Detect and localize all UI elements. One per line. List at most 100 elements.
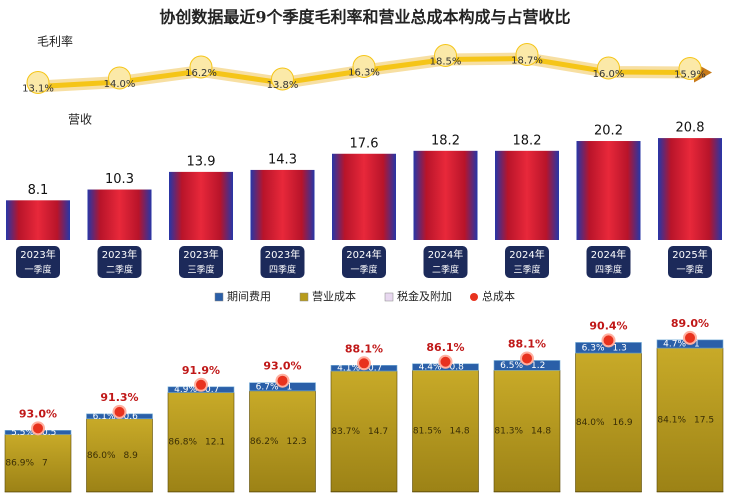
cost-value: 14.8 bbox=[450, 426, 470, 436]
cost-ratio: 5.5% bbox=[11, 428, 34, 438]
category-quarter: 四季度 bbox=[595, 264, 622, 276]
category-quarter: 二季度 bbox=[106, 264, 133, 276]
total-cost-marker bbox=[520, 351, 534, 366]
legend-label: 总成本 bbox=[482, 289, 515, 303]
cost-value: 0.6 bbox=[124, 412, 139, 422]
revenue-bar bbox=[250, 169, 315, 240]
margin-point bbox=[434, 44, 457, 67]
chart-title: 协创数据最近9个季度毛利率和营业总成本构成与占营收比 bbox=[159, 8, 570, 27]
cost-value: 7 bbox=[42, 459, 48, 469]
category-year: 2025年 bbox=[672, 248, 707, 261]
category-year: 2023年 bbox=[265, 248, 300, 261]
cost-value: 0.5 bbox=[42, 428, 56, 438]
revenue-value: 18.2 bbox=[431, 133, 460, 148]
total-cost-label: 86.1% bbox=[426, 341, 464, 354]
revenue-value: 13.9 bbox=[187, 154, 216, 169]
revenue-bar bbox=[576, 141, 641, 240]
cost-value: 1 bbox=[694, 339, 700, 349]
margin-label: 毛利率 bbox=[37, 34, 73, 49]
margin-label: 18.5% bbox=[430, 57, 462, 68]
total-cost-marker bbox=[683, 330, 697, 345]
revenue-value: 20.8 bbox=[676, 121, 705, 136]
cost-value: 1 bbox=[287, 382, 293, 392]
category-bg bbox=[668, 246, 712, 278]
category-bg bbox=[179, 246, 223, 278]
cost-ratio: 6.1% bbox=[93, 412, 116, 422]
total-cost-label: 89.0% bbox=[671, 317, 709, 330]
category-year: 2023年 bbox=[102, 248, 137, 261]
cost-value: 0.7 bbox=[368, 364, 382, 374]
revenue-bar bbox=[495, 150, 559, 240]
cost-ratio: 4.9% bbox=[174, 385, 197, 395]
category-bg bbox=[586, 246, 631, 278]
cost-segment bbox=[412, 370, 479, 492]
total-cost-marker bbox=[31, 421, 45, 436]
margin-point bbox=[26, 71, 50, 94]
category-quarter: 四季度 bbox=[269, 264, 296, 276]
category-bg bbox=[16, 246, 60, 278]
margin-label: 16.2% bbox=[185, 68, 217, 79]
total-cost-marker bbox=[357, 356, 371, 371]
cost-value: 0.7 bbox=[205, 385, 219, 395]
margin-label: 15.9% bbox=[674, 70, 706, 81]
cost-value: 1.3 bbox=[613, 343, 627, 353]
cost-value: 17.5 bbox=[694, 415, 714, 425]
category-quarter: 一季度 bbox=[350, 264, 377, 276]
revenue-bar bbox=[658, 138, 722, 240]
margin-point bbox=[515, 43, 539, 66]
cost-value: 14.8 bbox=[531, 426, 551, 436]
margin-label: 18.7% bbox=[511, 56, 543, 67]
margin-label: 13.8% bbox=[267, 80, 299, 91]
legend-label: 营业成本 bbox=[312, 289, 356, 303]
total-cost-label: 88.1% bbox=[508, 337, 546, 350]
category-quarter: 一季度 bbox=[676, 264, 703, 276]
cost-ratio: 86.8% bbox=[168, 438, 197, 448]
category-bg bbox=[423, 246, 468, 278]
margin-label: 16.3% bbox=[348, 68, 380, 79]
revenue-bar bbox=[6, 200, 70, 240]
margin-point bbox=[597, 56, 620, 80]
category-bg bbox=[505, 246, 549, 278]
cost-ratio: 86.9% bbox=[5, 459, 34, 469]
cost-value: 12.3 bbox=[287, 437, 307, 447]
total-cost-marker bbox=[438, 354, 453, 369]
revenue-value: 18.2 bbox=[513, 133, 542, 148]
legend-label: 税金及附加 bbox=[397, 289, 452, 303]
total-cost-marker bbox=[275, 373, 290, 388]
legend-marker bbox=[299, 292, 309, 302]
cost-value: 14.7 bbox=[368, 427, 388, 437]
total-cost-label: 88.1% bbox=[345, 342, 383, 355]
category-year: 2024年 bbox=[509, 248, 544, 261]
cost-value: 12.1 bbox=[205, 438, 225, 448]
revenue-bar bbox=[87, 189, 152, 240]
cost-ratio: 4.4% bbox=[419, 363, 442, 373]
margin-point bbox=[189, 55, 213, 79]
cost-segment bbox=[575, 352, 642, 492]
cost-value: 8.9 bbox=[124, 451, 139, 461]
cost-ratio: 4.1% bbox=[337, 364, 360, 374]
legend-marker bbox=[470, 293, 478, 301]
margin-point bbox=[108, 66, 131, 90]
cost-ratio: 81.3% bbox=[494, 426, 523, 436]
category-bg bbox=[97, 246, 142, 278]
category-quarter: 二季度 bbox=[432, 264, 459, 276]
cost-ratio: 81.5% bbox=[413, 426, 442, 436]
total-cost-label: 90.4% bbox=[589, 319, 627, 332]
revenue-value: 10.3 bbox=[105, 172, 134, 187]
category-year: 2023年 bbox=[183, 248, 218, 261]
cost-value: 16.9 bbox=[613, 418, 633, 428]
total-cost-label: 91.3% bbox=[100, 391, 138, 404]
revenue-bar bbox=[169, 171, 233, 240]
margin-label: 16.0% bbox=[593, 69, 625, 80]
category-year: 2024年 bbox=[428, 248, 463, 261]
cost-segment bbox=[86, 418, 153, 493]
revenue-bar bbox=[332, 153, 396, 240]
cost-ratio: 6.3% bbox=[582, 343, 605, 353]
cost-value: 0.8 bbox=[450, 363, 465, 373]
cost-ratio: 6.5% bbox=[500, 361, 523, 371]
revenue-value: 17.6 bbox=[350, 136, 379, 151]
margin-point bbox=[352, 55, 376, 78]
category-quarter: 三季度 bbox=[187, 264, 214, 276]
category-quarter: 一季度 bbox=[24, 264, 51, 276]
